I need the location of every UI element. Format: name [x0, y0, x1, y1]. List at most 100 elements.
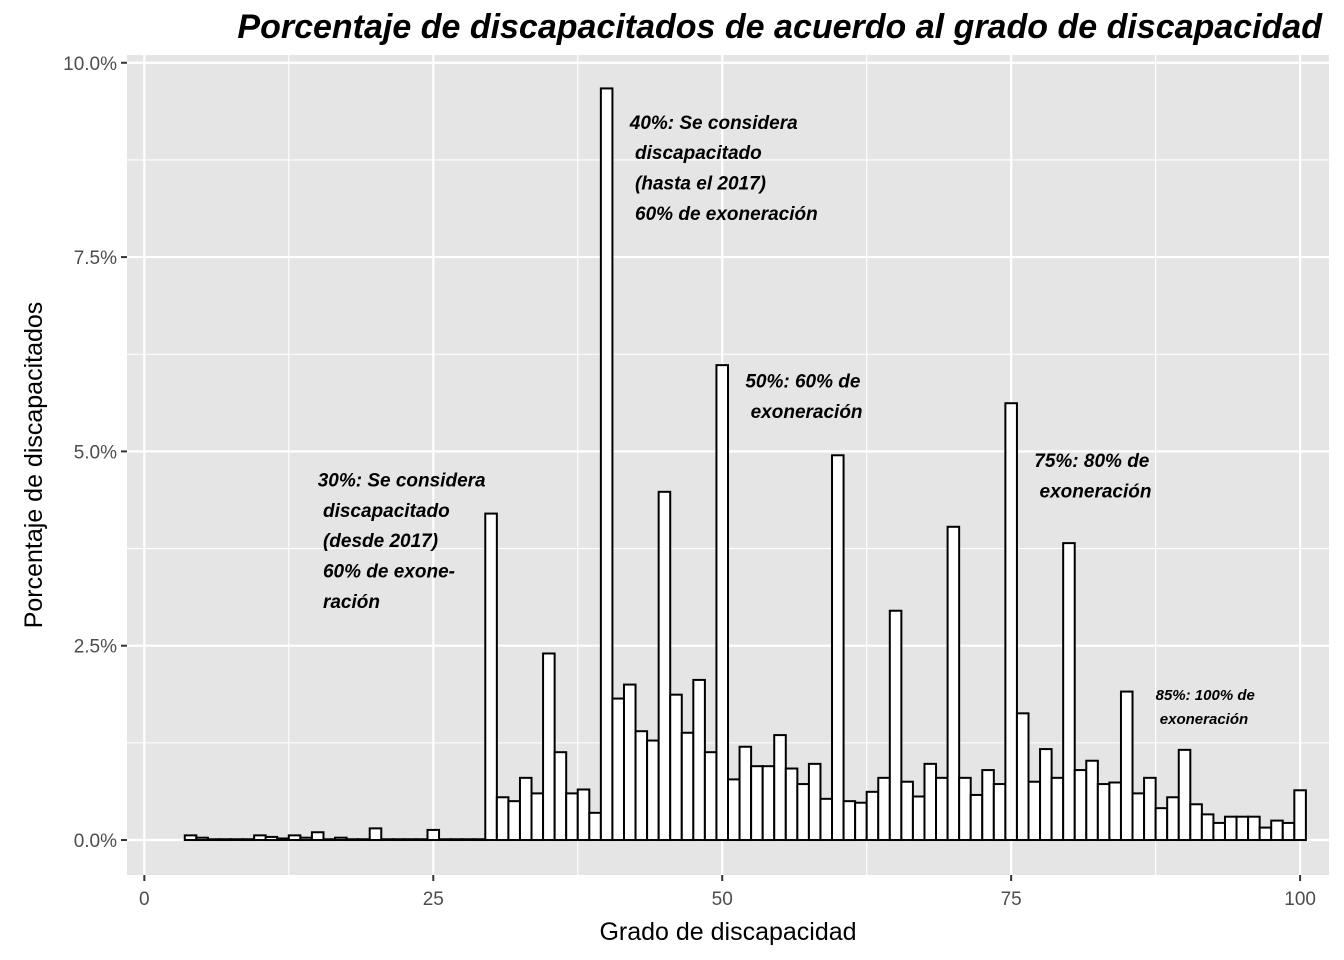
x-axis-title: Grado de discapacidad [599, 918, 856, 946]
bar [264, 835, 279, 842]
bar [183, 834, 198, 842]
y-tick-label: 10.0% [63, 54, 117, 75]
bar [1212, 821, 1226, 842]
bar [784, 767, 799, 842]
bar [715, 364, 730, 842]
bar [195, 836, 209, 842]
bar [750, 765, 764, 842]
y-tick-label: 0.0% [74, 831, 117, 852]
annotation-line: exoneración [1156, 711, 1249, 728]
bar [576, 788, 591, 842]
y-tick-label: 5.0% [74, 442, 117, 463]
bar [1062, 542, 1076, 842]
bar [692, 678, 706, 842]
bar [241, 838, 256, 842]
bar [854, 801, 868, 842]
annotation-line: 60% de exoneración [630, 204, 818, 225]
bar [1189, 803, 1203, 842]
x-tick-label: 100 [1284, 889, 1316, 910]
bar [495, 796, 510, 842]
x-axis: 0 25 50 75 100 [139, 875, 1316, 910]
annotation-line: exoneración [745, 402, 862, 423]
bar [507, 800, 521, 842]
bar [969, 793, 984, 842]
bar [703, 751, 718, 842]
bar [484, 512, 498, 842]
bar [230, 838, 244, 842]
bar [1131, 792, 1146, 842]
bars [183, 87, 1307, 842]
bar [518, 776, 533, 842]
bar [669, 693, 683, 842]
annotation-line: 50%: 60% de [745, 372, 861, 393]
annotation-line: 40%: Se considera [629, 113, 798, 134]
bar [368, 827, 383, 842]
bar [842, 800, 857, 842]
bar [322, 838, 337, 842]
chart-title: Porcentaje de discapacitados de acuerdo … [237, 8, 1322, 46]
bar [530, 792, 545, 842]
annotation-line: 30%: Se considera [318, 470, 486, 491]
annotation-line: discapacitado [318, 501, 450, 522]
x-tick-label: 75 [1001, 889, 1022, 910]
bar [819, 797, 834, 842]
bar [588, 811, 602, 842]
bar [877, 776, 891, 842]
annotation-line: discapacitado [630, 143, 762, 164]
y-axis: 0.0% 2.5% 5.0% 7.5% 10.0% [63, 54, 127, 852]
bar [287, 834, 302, 842]
bar [414, 838, 429, 842]
bar [599, 87, 614, 842]
bar [1108, 781, 1122, 842]
annotation-line: 85%: 100% de [1156, 687, 1255, 704]
bar [738, 745, 753, 842]
bar [1270, 819, 1284, 842]
bar [1258, 826, 1273, 842]
bar [657, 490, 672, 842]
bar [206, 838, 221, 842]
bar [299, 836, 313, 842]
bar [1004, 402, 1018, 842]
bar [992, 783, 1007, 842]
bar [1015, 712, 1030, 842]
bar [831, 454, 845, 842]
bar [403, 838, 417, 842]
annotation-line: ración [318, 592, 380, 613]
x-tick-label: 25 [423, 889, 444, 910]
bar [542, 652, 556, 842]
bar [426, 828, 441, 842]
bar [807, 762, 822, 842]
y-tick-label: 2.5% [74, 637, 117, 658]
bar [334, 836, 348, 842]
bar [946, 525, 961, 842]
bar [438, 838, 452, 842]
bar [911, 795, 926, 842]
bar [345, 838, 360, 842]
bar [865, 790, 880, 842]
bar [357, 838, 371, 842]
bar [634, 730, 649, 842]
annotation-line: 75%: 80% de [1034, 451, 1150, 472]
bar [1223, 815, 1238, 842]
bar [1281, 821, 1296, 842]
bar [1235, 815, 1250, 842]
bar [472, 838, 487, 842]
annotation-line: 60% de exone- [318, 562, 455, 583]
bar [646, 739, 660, 842]
bar [1143, 776, 1157, 842]
annotation-line: exoneración [1034, 481, 1151, 502]
bar [1200, 813, 1215, 842]
annotation-line: (desde 2017) [318, 531, 438, 552]
bar [1085, 759, 1099, 842]
x-tick-label: 50 [712, 889, 733, 910]
bar [981, 769, 995, 842]
bar [1027, 780, 1042, 842]
bar [218, 838, 233, 842]
bar [1119, 690, 1134, 842]
x-tick-label: 0 [139, 889, 150, 910]
bar [310, 831, 325, 842]
bar [1096, 783, 1111, 842]
bar [1073, 769, 1088, 842]
annotations: 30%: Se considera discapacitado (desde 2… [318, 113, 1255, 728]
